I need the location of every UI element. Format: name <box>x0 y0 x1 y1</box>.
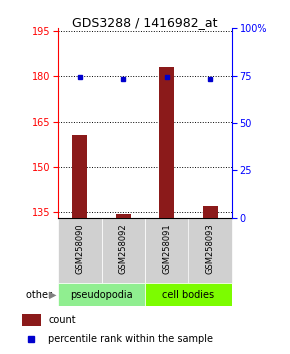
Text: GSM258093: GSM258093 <box>206 223 215 274</box>
Text: percentile rank within the sample: percentile rank within the sample <box>48 334 213 344</box>
Bar <box>145 283 232 306</box>
Bar <box>72 135 87 218</box>
Bar <box>203 206 218 218</box>
Text: count: count <box>48 315 76 325</box>
Text: ▶: ▶ <box>49 290 57 300</box>
Bar <box>58 283 145 306</box>
Bar <box>116 214 131 218</box>
Text: GSM258090: GSM258090 <box>75 223 84 274</box>
Text: cell bodies: cell bodies <box>162 290 215 300</box>
Bar <box>159 67 174 218</box>
Text: pseudopodia: pseudopodia <box>70 290 133 300</box>
Text: GDS3288 / 1416982_at: GDS3288 / 1416982_at <box>72 16 218 29</box>
Bar <box>22 314 41 326</box>
Text: GSM258091: GSM258091 <box>162 223 171 274</box>
Text: GSM258092: GSM258092 <box>119 223 128 274</box>
Text: other: other <box>26 290 55 300</box>
